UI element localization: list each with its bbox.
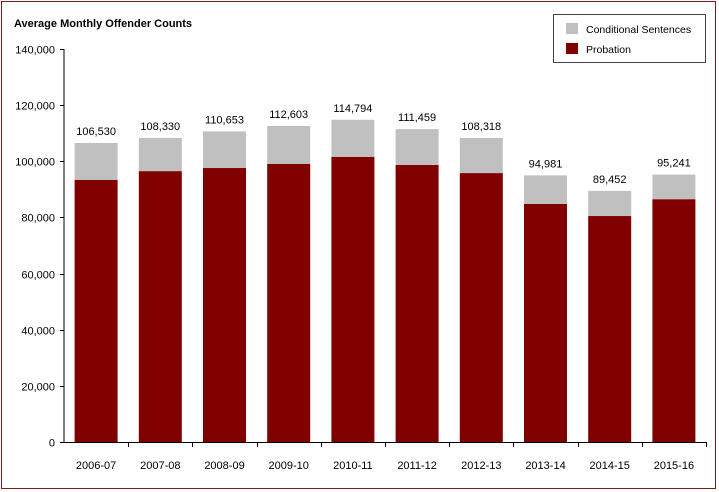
legend-swatch	[566, 23, 578, 34]
bar-conditional-sentences	[74, 142, 118, 180]
legend-swatch	[566, 43, 578, 54]
y-tick-label: 140,000	[15, 45, 55, 57]
x-tick-label: 2014-15	[590, 460, 630, 472]
total-data-label: 112,603	[269, 109, 308, 121]
x-tick-label: 2006-07	[76, 460, 116, 472]
x-tick-label: 2010-11	[333, 460, 373, 472]
legend-box	[553, 14, 706, 63]
bar-probation	[138, 171, 182, 442]
bar-conditional-sentences	[652, 174, 696, 200]
x-tick-label: 2007-08	[140, 460, 180, 472]
bar-layer: 106,530 108,330 110,653 112,603 114,794 111,4…	[74, 103, 696, 443]
y-tick-label: 120,000	[15, 101, 55, 113]
bar-conditional-sentences	[138, 137, 182, 172]
legend-label: Probation	[586, 44, 631, 56]
chart-title: Average Monthly Offender Counts	[14, 18, 192, 30]
x-tick-label: 2009-10	[269, 460, 309, 472]
bar-probation	[331, 156, 375, 442]
y-tick-label: 80,000	[21, 213, 55, 225]
total-data-label: 111,459	[398, 112, 436, 124]
bar-probation	[395, 164, 439, 442]
x-tick-label: 2015-16	[654, 460, 694, 472]
bar-conditional-sentences	[524, 175, 567, 204]
total-data-label: 94,981	[529, 158, 563, 170]
bar-probation	[524, 203, 567, 442]
y-axis: 0 20,000 40,000 60,000 80,000 100,000 120,000 1…	[15, 45, 65, 450]
x-tick-label: 2008-09	[204, 460, 244, 472]
total-data-label: 108,318	[461, 121, 501, 133]
total-data-label: 108,330	[140, 121, 180, 133]
x-tick-label: 2013-14	[525, 460, 565, 472]
bar-probation	[588, 216, 632, 442]
bar-probation	[652, 199, 696, 442]
legend-label: Conditional Sentences	[586, 24, 691, 36]
y-tick-label: 40,000	[21, 326, 55, 338]
legend: Conditional Sentences Probation	[553, 14, 706, 63]
total-data-label: 110,653	[205, 114, 244, 126]
bar-conditional-sentences	[267, 125, 311, 164]
y-tick-label: 100,000	[15, 157, 55, 169]
total-data-label: 95,241	[657, 158, 691, 170]
x-tick-label: 2012-13	[461, 460, 501, 472]
y-tick-label: 0	[49, 438, 55, 450]
bar-conditional-sentences	[395, 129, 439, 165]
total-data-label: 89,452	[593, 174, 627, 186]
bar-conditional-sentences	[588, 190, 632, 217]
bar-probation	[74, 179, 118, 442]
bar-conditional-sentences	[459, 137, 503, 174]
x-axis: 2006-07 2007-08 2008-09 2009-10 2010-11 2011-…	[64, 442, 707, 472]
total-data-label: 114,794	[333, 103, 372, 115]
bar-probation	[203, 168, 246, 442]
y-tick-label: 20,000	[21, 382, 55, 394]
total-data-label: 106,530	[76, 126, 116, 138]
bar-conditional-sentences	[331, 119, 375, 157]
bar-conditional-sentences	[203, 131, 246, 169]
bar-probation	[459, 173, 503, 442]
x-tick-label: 2011-12	[397, 460, 437, 472]
bar-probation	[267, 163, 311, 443]
y-tick-label: 60,000	[21, 270, 55, 282]
